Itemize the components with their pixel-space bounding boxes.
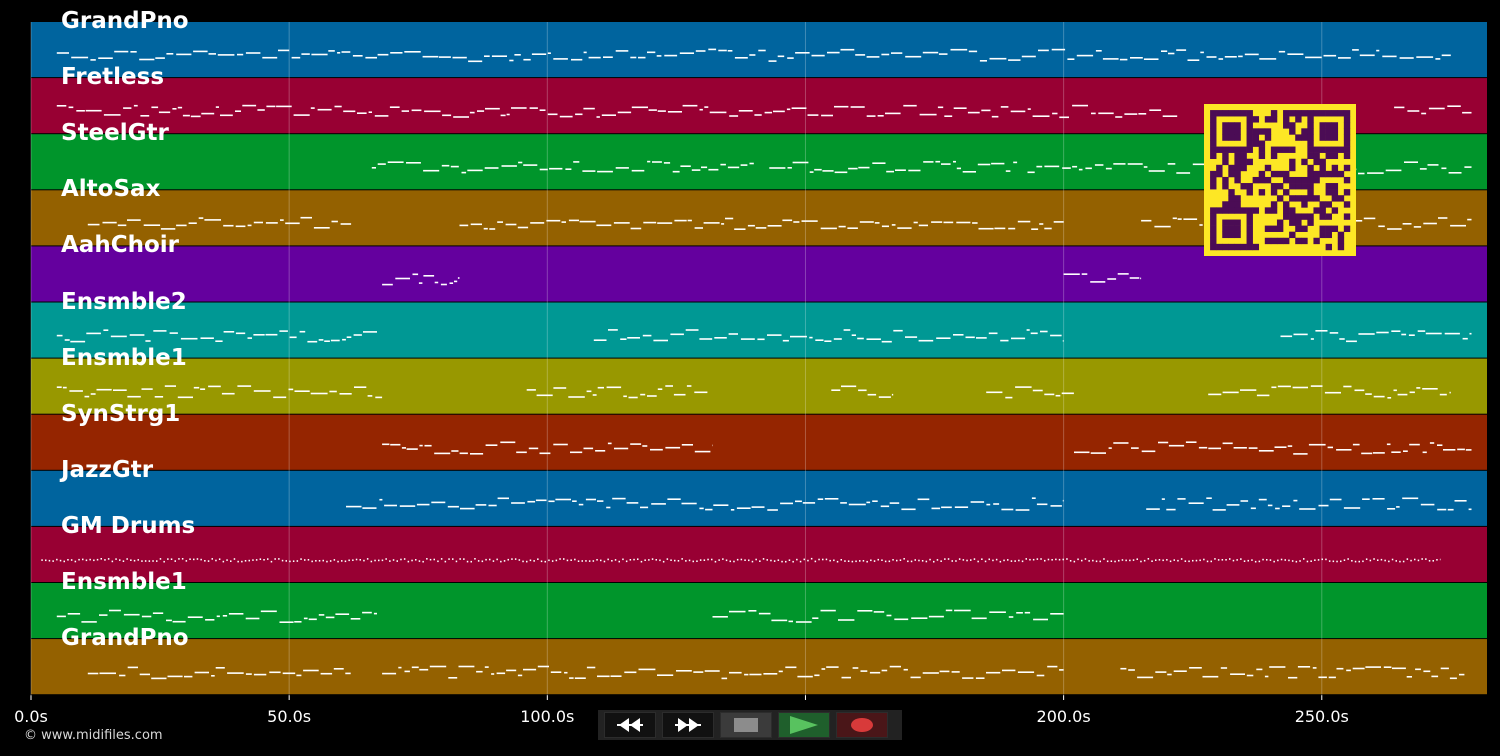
rewind-button[interactable] [604,712,656,738]
stop-button[interactable] [720,712,772,738]
tick-label: 0.0s [14,707,48,726]
track-notes [56,609,1064,623]
tick-label: 100.0s [520,707,575,726]
track-label: Ensmble1 [61,344,187,371]
record-icon [851,718,873,732]
track-label: GrandPno [61,625,189,652]
play-icon [790,716,818,734]
stop-icon [734,718,758,732]
track-notes [382,441,1472,455]
track-label: SteelGtr [61,120,169,147]
play-button[interactable] [778,712,830,738]
track-label: AltoSax [61,176,161,203]
fast-forward-icon [675,718,701,732]
rewind-icon [617,718,643,732]
qr-code [1204,104,1356,256]
track-label: Fretless [61,64,165,91]
track-label: GM Drums [61,512,196,539]
fast-forward-button[interactable] [662,712,714,738]
track-notes [56,329,1472,343]
track-lane [31,526,1487,582]
tick-label: 50.0s [267,707,312,726]
track-lane [31,583,1487,639]
track-notes [56,48,1451,63]
track-notes [382,273,1142,286]
tick-label: 200.0s [1036,707,1091,726]
record-button[interactable] [836,712,888,738]
track-notes [56,385,1451,399]
track-lane [31,639,1487,695]
piano-roll[interactable] [0,0,1500,700]
track-notes [41,557,1441,563]
track-label: GrandPno [61,8,189,34]
track-label: Ensmble2 [61,288,187,315]
track-notes [56,104,1472,119]
track-lane [31,414,1487,470]
track-label: AahChoir [61,232,179,259]
copyright-text: © www.midifiles.com [24,728,163,743]
transport-bar [598,710,902,740]
track-notes [346,497,1472,511]
track-lane [31,470,1487,526]
track-lane [31,358,1487,414]
track-label: Ensmble1 [61,569,187,595]
track-lane [31,22,1487,78]
track-label: SynStrg1 [61,400,181,427]
tick-label: 250.0s [1294,707,1349,726]
track-label: JazzGtr [61,456,154,483]
track-notes [87,665,1465,680]
track-lane [31,302,1487,358]
